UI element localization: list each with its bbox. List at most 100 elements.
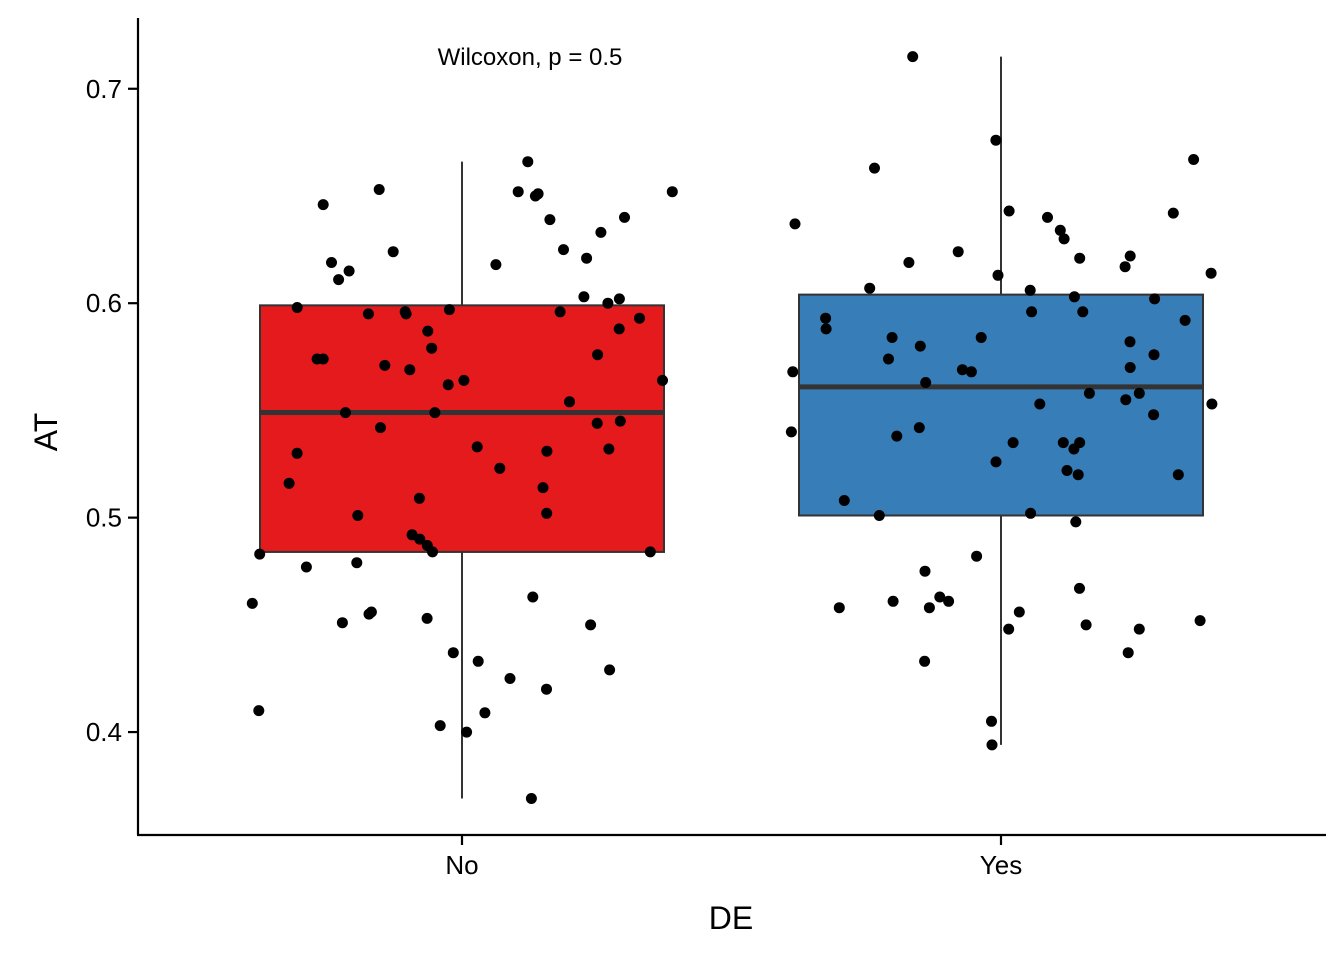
data-point: [634, 312, 645, 324]
data-point: [986, 739, 998, 751]
data-point: [422, 325, 434, 337]
annotation-text: Wilcoxon, p = 0.5: [438, 44, 623, 71]
data-point: [585, 619, 597, 631]
data-point: [479, 707, 491, 719]
data-point: [613, 323, 625, 335]
data-point: [604, 664, 616, 676]
data-point: [1083, 387, 1095, 399]
data-point: [443, 304, 455, 316]
data-point: [1119, 261, 1131, 273]
data-point: [1194, 615, 1206, 627]
data-point: [291, 447, 303, 459]
data-point: [340, 407, 351, 419]
data-point: [992, 269, 1004, 281]
data-point: [603, 443, 615, 455]
data-point: [1054, 224, 1066, 236]
data-point: [427, 546, 438, 558]
data-point: [300, 561, 312, 573]
data-point: [869, 162, 880, 174]
data-point: [434, 720, 446, 732]
data-point: [1068, 291, 1080, 303]
data-point: [1007, 437, 1019, 449]
data-point: [336, 617, 348, 629]
data-point: [558, 244, 569, 256]
data-point: [891, 430, 903, 442]
data-point: [581, 252, 593, 264]
data-point: [657, 374, 668, 386]
data-point: [1077, 306, 1089, 318]
data-point: [614, 415, 626, 427]
data-point: [421, 612, 433, 624]
data-point: [887, 595, 899, 607]
data-point: [564, 396, 575, 408]
data-point: [414, 533, 426, 545]
data-point: [1003, 205, 1015, 217]
data-point: [537, 482, 549, 494]
data-point: [1074, 252, 1086, 264]
axes-layer: [136, 18, 1326, 837]
data-point: [1061, 465, 1073, 476]
data-point: [934, 591, 946, 603]
data-point: [787, 366, 799, 378]
data-point: [913, 422, 925, 434]
data-point: [352, 510, 364, 521]
data-point: [525, 793, 537, 804]
data-point: [919, 565, 931, 577]
data-point: [591, 417, 603, 429]
data-point: [602, 297, 614, 309]
data-point: [254, 548, 266, 560]
data-point: [943, 595, 955, 607]
data-point: [986, 715, 997, 727]
data-point: [1124, 362, 1136, 373]
data-point: [1179, 314, 1191, 326]
data-point: [541, 683, 552, 695]
y-tick-label: 0.7: [86, 74, 122, 104]
data-point: [1057, 437, 1069, 449]
data-point: [1148, 409, 1160, 421]
data-point: [952, 246, 964, 258]
data-point: [442, 379, 454, 391]
data-point: [1133, 387, 1145, 399]
data-point: [883, 353, 894, 365]
data-point: [923, 602, 935, 614]
data-point: [965, 366, 977, 378]
data-point: [990, 456, 1002, 468]
data-point: [362, 308, 374, 320]
data-point: [447, 647, 459, 659]
data-point: [595, 226, 607, 238]
data-point: [1205, 267, 1217, 279]
data-point: [375, 422, 386, 434]
data-point: [903, 257, 915, 268]
y-axis-title: AT: [28, 413, 64, 452]
points-layer: [246, 51, 1218, 804]
x-tick-label: No: [445, 850, 478, 880]
data-point: [1172, 469, 1184, 481]
data-point: [919, 655, 931, 667]
data-point: [1188, 154, 1200, 165]
data-point: [1133, 623, 1145, 635]
data-point: [833, 602, 845, 614]
data-point: [461, 726, 473, 738]
data-point: [975, 332, 987, 343]
data-point: [1034, 398, 1046, 410]
data-point: [472, 655, 484, 667]
data-point: [400, 308, 412, 320]
box-body: [259, 304, 665, 553]
data-point: [971, 550, 983, 562]
data-point: [1024, 284, 1036, 296]
data-point: [1058, 233, 1070, 245]
data-point: [1042, 211, 1053, 223]
data-point: [1013, 606, 1025, 618]
box-no: [259, 161, 665, 799]
data-point: [404, 364, 416, 376]
data-point: [873, 510, 885, 521]
data-point: [1072, 469, 1084, 481]
ticks-layer: 0.4 0.5 0.6 0.7 No Yes: [86, 74, 1022, 880]
data-point: [1026, 306, 1038, 318]
data-point: [246, 597, 258, 609]
data-point: [458, 374, 470, 386]
data-point: [1124, 336, 1136, 348]
data-point: [956, 364, 968, 376]
x-tick-label: Yes: [980, 850, 1022, 880]
